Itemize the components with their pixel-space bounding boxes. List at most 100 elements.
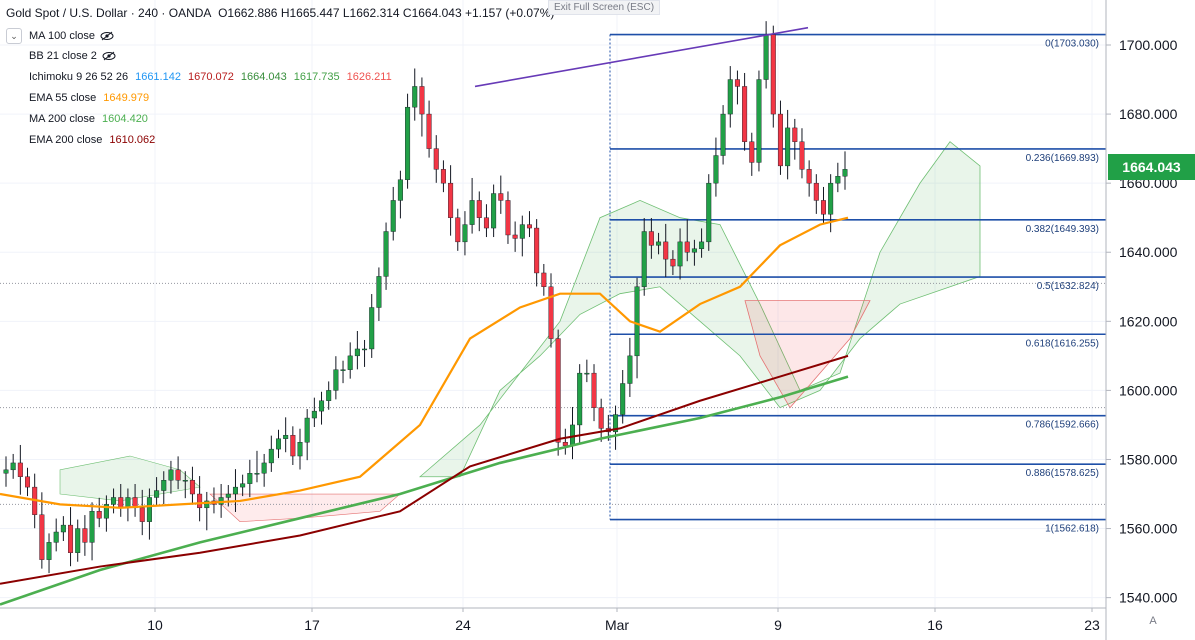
trendline xyxy=(474,26,809,88)
candle-body xyxy=(526,224,532,229)
candle-body xyxy=(699,241,705,249)
candle-body xyxy=(304,417,310,443)
x-tick-label: 10 xyxy=(147,617,163,633)
indicator-row[interactable]: EMA 55 close 1649.979 xyxy=(29,92,149,104)
candle-body xyxy=(247,473,253,484)
candle-body xyxy=(777,113,783,167)
candle-body xyxy=(519,224,525,239)
candle-body xyxy=(189,480,195,495)
candle-body xyxy=(835,176,841,184)
indicator-label: EMA 200 close xyxy=(29,134,103,146)
candle-body xyxy=(283,435,289,439)
candle-body xyxy=(462,224,468,243)
candle-body xyxy=(369,307,375,350)
candle-body xyxy=(390,200,396,232)
candle-body xyxy=(419,86,425,115)
candle-body xyxy=(620,383,626,415)
candle-body xyxy=(383,231,389,277)
candle-body xyxy=(82,528,88,543)
candle-body xyxy=(118,497,124,509)
candle-body xyxy=(261,462,267,474)
x-tick-label: 23 xyxy=(1084,617,1100,633)
candle-body xyxy=(347,355,353,370)
fib-level-label: 0(1703.030) xyxy=(1045,39,1099,50)
candle-body xyxy=(720,113,726,156)
candle-body xyxy=(146,497,152,522)
candle-body xyxy=(641,231,647,287)
candle-body xyxy=(670,258,676,267)
indicator-label: Ichimoku 9 26 52 26 xyxy=(29,71,129,83)
candle-body xyxy=(806,169,812,184)
candle-body xyxy=(634,286,640,357)
candle-body xyxy=(39,514,45,560)
candle-body xyxy=(842,169,848,177)
candle-body xyxy=(799,141,805,170)
candle-body xyxy=(749,141,755,163)
candle-body xyxy=(691,248,697,253)
collapse-icon[interactable]: ⌄ xyxy=(6,28,22,44)
indicator-row[interactable]: ⌄ MA 100 close xyxy=(6,28,114,44)
candle-body xyxy=(290,435,296,457)
candle-body xyxy=(648,231,654,246)
indicator-value: 1604.420 xyxy=(102,113,148,125)
candle-body xyxy=(412,86,418,108)
candle-body xyxy=(204,500,210,509)
candle-body xyxy=(182,480,188,482)
x-tick-label: 24 xyxy=(455,617,471,633)
candle-body xyxy=(46,542,52,560)
candle-body xyxy=(426,113,432,149)
indicator-row[interactable]: Ichimoku 9 26 52 26 1661.142 1670.072 1664.… xyxy=(29,71,392,83)
x-tick-label: 16 xyxy=(927,617,943,633)
candle-body xyxy=(139,507,145,522)
y-tick-label: 1560.000 xyxy=(1119,521,1178,537)
candle-body xyxy=(562,442,568,446)
indicator-value: 1664.043 xyxy=(240,71,287,83)
x-tick-label: 9 xyxy=(774,617,782,633)
auto-scale-icon[interactable]: A xyxy=(1149,615,1157,627)
indicator-row[interactable]: MA 200 close 1604.420 xyxy=(29,113,148,125)
indicator-row[interactable]: BB 21 close 2 xyxy=(29,50,116,62)
candle-body xyxy=(555,338,561,443)
candle-body xyxy=(405,106,411,180)
y-tick-label: 1580.000 xyxy=(1119,451,1178,467)
candle-body xyxy=(433,148,439,170)
indicator-value: 1626.211 xyxy=(346,71,392,83)
candle-body xyxy=(53,531,59,543)
candle-body xyxy=(397,179,403,201)
chart-header: Gold Spot / U.S. Dollar · 240 · OANDA O1… xyxy=(6,6,554,20)
x-tick-label: 17 xyxy=(304,617,320,633)
y-tick-label: 1640.000 xyxy=(1119,244,1178,260)
fib-level-label: 0.5(1632.824) xyxy=(1037,281,1099,292)
indicator-value: 1649.979 xyxy=(103,92,150,104)
cloud-bearish xyxy=(744,300,871,409)
candle-body xyxy=(440,169,446,184)
fibonacci-levels: 0(1703.030) 0.236(1669.893) 0.382(1649.393… xyxy=(609,33,1106,535)
candle-body xyxy=(541,272,547,287)
candle-body xyxy=(785,127,791,167)
ema55-line xyxy=(0,216,849,509)
candle-body xyxy=(225,493,231,498)
candle-body xyxy=(727,79,733,115)
candle-body xyxy=(60,524,66,533)
candle-body xyxy=(311,410,317,419)
candle-body xyxy=(469,200,475,225)
hidden-eye-icon[interactable] xyxy=(100,31,114,41)
candle-body xyxy=(677,241,683,267)
current-price-badge: 1664.043 xyxy=(1108,154,1195,180)
candle-body xyxy=(275,438,281,450)
exit-fullscreen-button[interactable]: Exit Full Screen (ESC) xyxy=(548,0,661,15)
y-tick-label: 1600.000 xyxy=(1119,382,1178,398)
candle-body xyxy=(268,448,274,464)
candle-body xyxy=(96,511,102,519)
candle-body xyxy=(828,182,834,215)
candle-body xyxy=(598,407,604,429)
candle-body xyxy=(706,182,712,243)
candle-body xyxy=(161,480,167,491)
candle-body xyxy=(684,241,690,253)
hidden-eye-icon[interactable] xyxy=(102,51,116,61)
indicator-row[interactable]: EMA 200 close 1610.062 xyxy=(29,134,155,146)
candle-body xyxy=(813,182,819,201)
candle-body xyxy=(254,473,260,475)
candle-body xyxy=(591,372,597,408)
